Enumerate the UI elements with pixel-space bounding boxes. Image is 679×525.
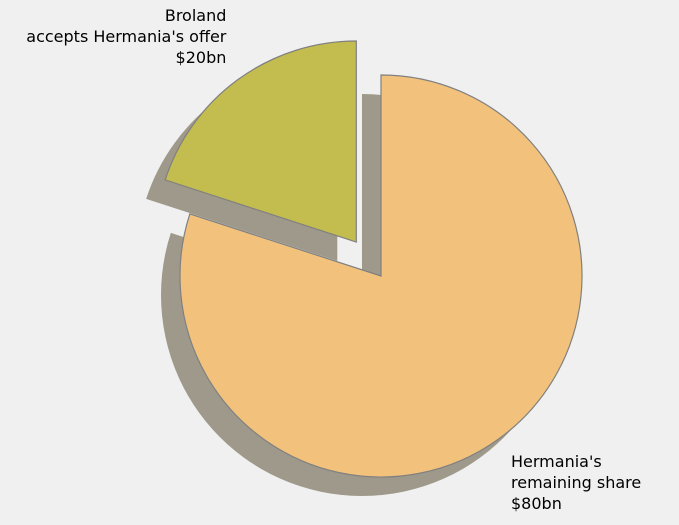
slices: [164, 40, 583, 478]
slice-label-0-line-2: $20bn: [176, 48, 227, 67]
pie-slice-0: [164, 40, 357, 243]
slice-label-1-line-0: Hermania's: [511, 452, 602, 471]
slice-label-0-line-0: Broland: [165, 6, 227, 25]
slice-label-0: Broland accepts Hermania's offer $20bn: [26, 6, 227, 67]
slice-label-1-line-1: remaining share: [511, 473, 641, 492]
slice-labels: Broland accepts Hermania's offer $20bn Herm…: [26, 6, 641, 513]
slice-label-1-line-2: $80bn: [511, 494, 562, 513]
slice-label-0-line-1: accepts Hermania's offer: [26, 27, 227, 46]
pie-slice-1: [179, 74, 583, 478]
slice-label-1: Hermania's remaining share $80bn: [511, 452, 641, 513]
